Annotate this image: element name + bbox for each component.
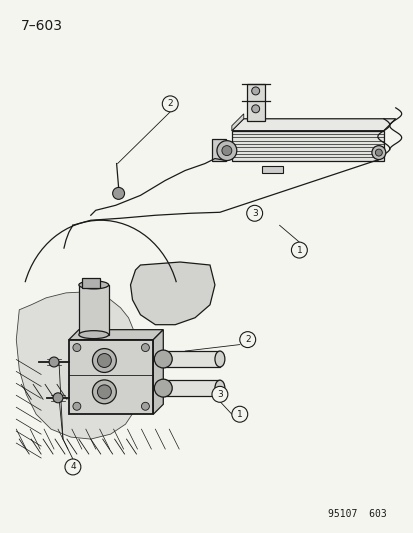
Circle shape (154, 379, 172, 397)
Polygon shape (16, 292, 142, 439)
Circle shape (73, 344, 81, 352)
Text: 2: 2 (167, 99, 173, 108)
Ellipse shape (160, 351, 170, 367)
Text: 3: 3 (251, 209, 257, 218)
Text: 1: 1 (236, 410, 242, 419)
Circle shape (73, 402, 81, 410)
Polygon shape (246, 84, 264, 121)
Bar (78, 285, 108, 335)
Bar (165, 351, 219, 367)
Circle shape (97, 385, 111, 399)
Text: 4: 4 (70, 463, 76, 472)
Ellipse shape (78, 330, 108, 338)
Ellipse shape (160, 380, 170, 396)
Circle shape (291, 242, 306, 258)
Circle shape (375, 149, 381, 156)
Text: 7–603: 7–603 (21, 19, 63, 33)
Circle shape (371, 146, 385, 159)
Text: 1: 1 (296, 246, 301, 255)
Circle shape (112, 188, 124, 199)
Polygon shape (231, 131, 383, 160)
Ellipse shape (214, 380, 224, 396)
Bar (82, 278, 100, 288)
Circle shape (246, 205, 262, 221)
Circle shape (49, 357, 59, 367)
Bar (261, 166, 283, 173)
Circle shape (251, 87, 259, 95)
Circle shape (92, 380, 116, 404)
Polygon shape (231, 119, 395, 131)
Circle shape (154, 350, 172, 368)
Circle shape (141, 344, 149, 352)
Bar (211, 139, 225, 160)
Circle shape (97, 353, 111, 367)
Polygon shape (231, 114, 243, 131)
Circle shape (251, 105, 259, 113)
Polygon shape (69, 330, 163, 340)
Circle shape (65, 459, 81, 475)
Text: 95107  603: 95107 603 (327, 508, 386, 519)
Polygon shape (130, 262, 214, 325)
Circle shape (92, 349, 116, 373)
Circle shape (53, 393, 63, 403)
Circle shape (141, 402, 149, 410)
Circle shape (231, 406, 247, 422)
Circle shape (211, 386, 227, 402)
Circle shape (221, 146, 231, 156)
Ellipse shape (214, 351, 224, 367)
Bar (69, 340, 153, 414)
Bar (165, 380, 219, 396)
Circle shape (216, 141, 236, 160)
Polygon shape (153, 330, 163, 414)
Text: 2: 2 (244, 335, 250, 344)
Text: 3: 3 (216, 390, 222, 399)
Circle shape (162, 96, 178, 112)
Circle shape (239, 332, 255, 348)
Ellipse shape (78, 281, 108, 289)
